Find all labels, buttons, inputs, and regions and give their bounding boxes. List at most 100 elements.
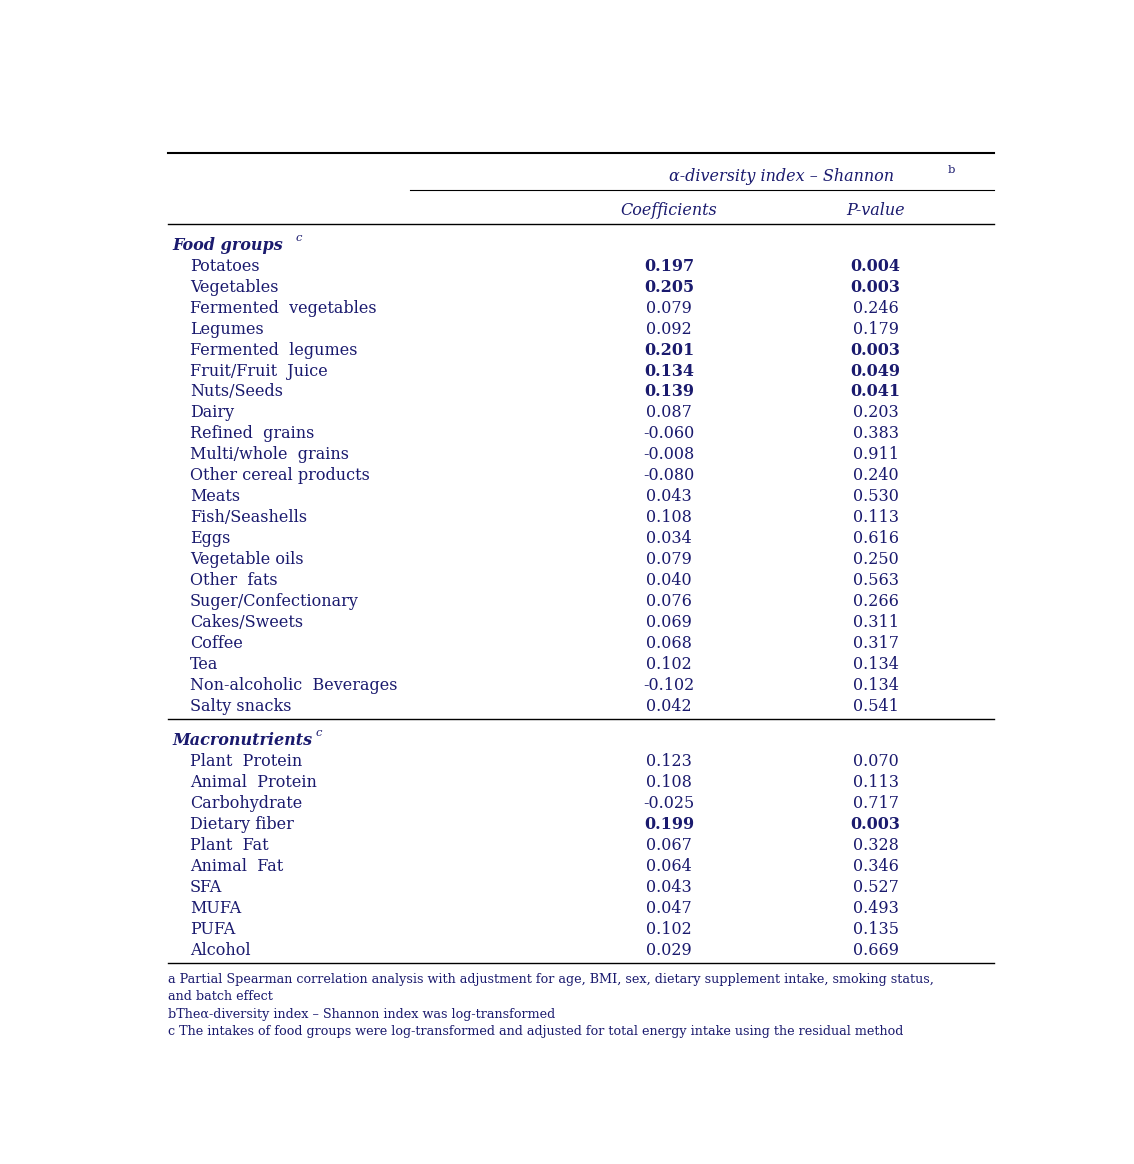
Text: Plant  Protein: Plant Protein	[191, 753, 303, 769]
Text: Eggs: Eggs	[191, 531, 230, 547]
Text: 0.250: 0.250	[853, 552, 898, 568]
Text: 0.113: 0.113	[853, 510, 898, 526]
Text: and batch effect: and batch effect	[168, 991, 273, 1003]
Text: 0.205: 0.205	[644, 278, 694, 296]
Text: Refined  grains: Refined grains	[191, 425, 314, 442]
Text: Potatoes: Potatoes	[191, 257, 260, 275]
Text: 0.108: 0.108	[646, 774, 692, 790]
Text: Other cereal products: Other cereal products	[191, 468, 370, 484]
Text: 0.201: 0.201	[644, 341, 694, 359]
Text: SFA: SFA	[191, 879, 222, 895]
Text: 0.328: 0.328	[853, 837, 898, 853]
Text: 0.047: 0.047	[646, 900, 692, 917]
Text: 0.139: 0.139	[644, 383, 694, 400]
Text: P-value: P-value	[846, 201, 905, 219]
Text: bTheα-diversity index – Shannon index was log-transformed: bTheα-diversity index – Shannon index wa…	[168, 1008, 556, 1021]
Text: Multi/whole  grains: Multi/whole grains	[191, 447, 349, 463]
Text: 0.530: 0.530	[853, 489, 898, 505]
Text: Fermented  legumes: Fermented legumes	[191, 341, 357, 359]
Text: c: c	[315, 729, 322, 738]
Text: -0.102: -0.102	[643, 677, 695, 694]
Text: 0.717: 0.717	[853, 795, 898, 811]
Text: Coefficients: Coefficients	[620, 201, 718, 219]
Text: 0.134: 0.134	[853, 656, 898, 673]
Text: 0.197: 0.197	[644, 257, 694, 275]
Text: 0.135: 0.135	[853, 921, 898, 938]
Text: 0.541: 0.541	[853, 698, 898, 715]
Text: 0.070: 0.070	[853, 753, 898, 769]
Text: Fruit/Fruit  Juice: Fruit/Fruit Juice	[191, 362, 328, 379]
Text: 0.179: 0.179	[853, 320, 898, 338]
Text: Suger/Confectionary: Suger/Confectionary	[191, 594, 359, 610]
Text: 0.134: 0.134	[853, 677, 898, 694]
Text: 0.064: 0.064	[646, 858, 692, 874]
Text: Vegetable oils: Vegetable oils	[191, 552, 304, 568]
Text: 0.041: 0.041	[850, 383, 900, 400]
Text: 0.042: 0.042	[646, 698, 692, 715]
Text: Coffee: Coffee	[191, 636, 243, 652]
Text: Plant  Fat: Plant Fat	[191, 837, 269, 853]
Text: 0.003: 0.003	[850, 341, 900, 359]
Text: 0.029: 0.029	[646, 942, 692, 959]
Text: 0.108: 0.108	[646, 510, 692, 526]
Text: 0.087: 0.087	[646, 404, 692, 421]
Text: Fish/Seashells: Fish/Seashells	[191, 510, 307, 526]
Text: 0.113: 0.113	[853, 774, 898, 790]
Text: Fermented  vegetables: Fermented vegetables	[191, 299, 376, 317]
Text: 0.102: 0.102	[646, 656, 692, 673]
Text: -0.025: -0.025	[643, 795, 695, 811]
Text: 0.043: 0.043	[646, 489, 692, 505]
Text: 0.616: 0.616	[853, 531, 898, 547]
Text: α-diversity index – Shannon: α-diversity index – Shannon	[669, 168, 894, 185]
Text: 0.203: 0.203	[853, 404, 898, 421]
Text: 0.311: 0.311	[853, 615, 898, 631]
Text: 0.493: 0.493	[853, 900, 898, 917]
Text: 0.079: 0.079	[646, 299, 692, 317]
Text: 0.079: 0.079	[646, 552, 692, 568]
Text: Non-alcoholic  Beverages: Non-alcoholic Beverages	[191, 677, 398, 694]
Text: PUFA: PUFA	[191, 921, 236, 938]
Text: Alcohol: Alcohol	[191, 942, 251, 959]
Text: Animal  Fat: Animal Fat	[191, 858, 284, 874]
Text: c: c	[296, 233, 302, 243]
Text: 0.563: 0.563	[853, 573, 898, 589]
Text: Animal  Protein: Animal Protein	[191, 774, 318, 790]
Text: 0.067: 0.067	[646, 837, 692, 853]
Text: Vegetables: Vegetables	[191, 278, 279, 296]
Text: 0.003: 0.003	[850, 278, 900, 296]
Text: 0.911: 0.911	[853, 447, 898, 463]
Text: 0.317: 0.317	[853, 636, 898, 652]
Text: a Partial Spearman correlation analysis with adjustment for age, BMI, sex, dieta: a Partial Spearman correlation analysis …	[168, 973, 934, 986]
Text: 0.040: 0.040	[646, 573, 692, 589]
Text: -0.008: -0.008	[643, 447, 695, 463]
Text: Nuts/Seeds: Nuts/Seeds	[191, 383, 284, 400]
Text: 0.527: 0.527	[853, 879, 898, 895]
Text: 0.004: 0.004	[850, 257, 900, 275]
Text: Food groups: Food groups	[172, 236, 284, 254]
Text: 0.669: 0.669	[853, 942, 898, 959]
Text: Salty snacks: Salty snacks	[191, 698, 291, 715]
Text: -0.080: -0.080	[643, 468, 695, 484]
Text: MUFA: MUFA	[191, 900, 242, 917]
Text: 0.069: 0.069	[646, 615, 692, 631]
Text: Other  fats: Other fats	[191, 573, 278, 589]
Text: 0.346: 0.346	[853, 858, 898, 874]
Text: 0.383: 0.383	[853, 425, 898, 442]
Text: 0.034: 0.034	[646, 531, 692, 547]
Text: 0.068: 0.068	[646, 636, 692, 652]
Text: 0.049: 0.049	[850, 362, 900, 379]
Text: 0.240: 0.240	[853, 468, 898, 484]
Text: Dairy: Dairy	[191, 404, 235, 421]
Text: -0.060: -0.060	[643, 425, 695, 442]
Text: Cakes/Sweets: Cakes/Sweets	[191, 615, 303, 631]
Text: 0.123: 0.123	[646, 753, 692, 769]
Text: 0.199: 0.199	[644, 816, 694, 832]
Text: b: b	[948, 165, 956, 175]
Text: Macronutrients: Macronutrients	[172, 732, 313, 748]
Text: Meats: Meats	[191, 489, 240, 505]
Text: Legumes: Legumes	[191, 320, 264, 338]
Text: 0.092: 0.092	[646, 320, 692, 338]
Text: 0.102: 0.102	[646, 921, 692, 938]
Text: 0.003: 0.003	[850, 816, 900, 832]
Text: 0.246: 0.246	[853, 299, 898, 317]
